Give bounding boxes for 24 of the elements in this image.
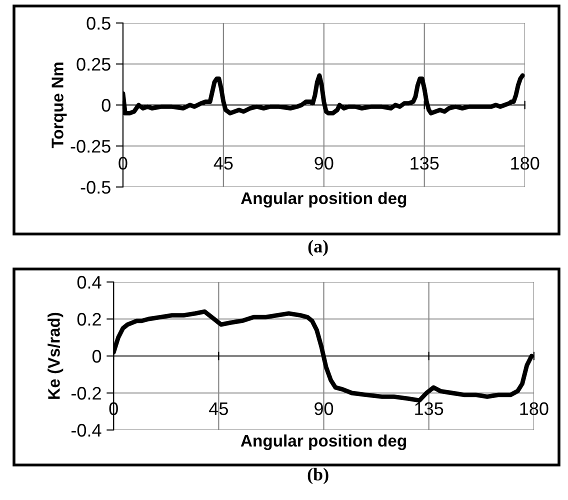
y-tick-label: -0.4 [71, 424, 102, 437]
y-axis-title: Torque Nm [52, 62, 67, 148]
x-axis-title: Angular position deg [240, 434, 406, 450]
x-tick-label: 135 [410, 156, 439, 170]
text: (b) [308, 468, 328, 484]
y-tick-label: 0.2 [77, 312, 101, 326]
y-tick-label: -0.2 [71, 386, 101, 400]
x-tick-label: 45 [214, 157, 233, 170]
y-tick-label: -0.25 [70, 140, 110, 153]
x-tick-label: 180 [511, 156, 540, 170]
x-tick-label: 135 [415, 402, 444, 416]
y-tick-label: 0.5 [86, 16, 110, 30]
x-tick-label: 180 [520, 402, 548, 416]
x-tick-label: 90 [314, 402, 334, 416]
y-tick-label: 0.4 [77, 276, 102, 289]
text: (a) [308, 240, 328, 256]
x-tick-label: 90 [314, 156, 334, 170]
x-axis-title: Angular position deg [240, 192, 406, 208]
y-tick-label: -0.5 [80, 180, 110, 194]
y-axis-title: Ke (Vs/rad) [48, 312, 64, 399]
x-tick-label: 45 [209, 402, 228, 416]
y-tick-label: 0.25 [76, 58, 110, 71]
y-tick-label: 0 [92, 350, 102, 363]
y-tick-label: 0 [102, 98, 110, 112]
